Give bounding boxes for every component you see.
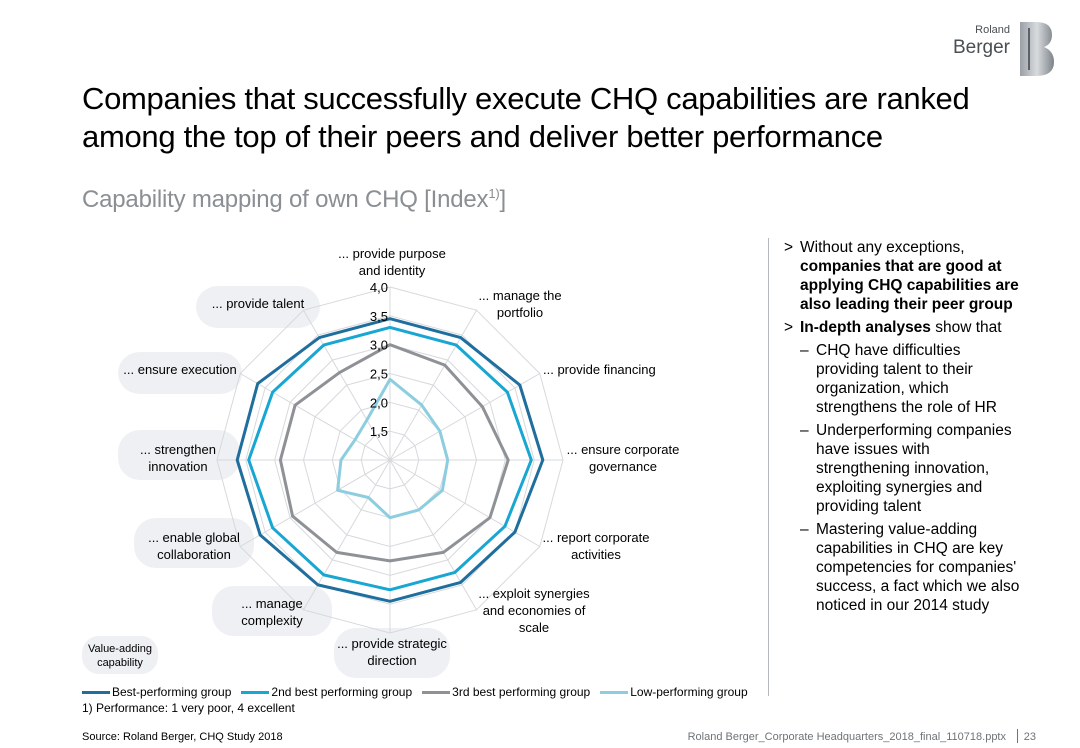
legend-swatch-3rd [422, 690, 451, 694]
bullet-1-bold: companies that are good at applying CHQ … [800, 258, 1019, 313]
column-divider [768, 238, 769, 696]
value-adding-bg-9 [118, 430, 240, 480]
tick-label-2: 2,5 [370, 367, 388, 382]
tick-label-1: 2,0 [370, 395, 388, 410]
tick-label-3: 3,0 [370, 338, 388, 353]
grid-spoke-2 [389, 373, 541, 461]
page-separator [1017, 729, 1018, 743]
sub-bullet-3-text: Mastering value-adding capabilities in C… [816, 521, 1020, 614]
tick-label-0: 1,5 [370, 424, 388, 439]
grid-spoke-8 [239, 459, 391, 547]
grid-spoke-4 [389, 459, 541, 547]
grid-spoke-1 [389, 309, 477, 461]
chart-legend: Best-performing group 2nd best performin… [82, 684, 758, 700]
bullet-2-bold: In-depth analyses [800, 319, 931, 336]
series-line-3 [336, 377, 450, 520]
logo-b-mark [1020, 22, 1054, 76]
category-label-9: ... strengthen innovation [140, 442, 216, 474]
value-adding-bg-11 [196, 286, 320, 328]
radar-tick-labels: 1,5 2,0 2,5 3,0 3,5 4,0 [370, 280, 388, 439]
category-label-6: ... provide strategic direction [337, 636, 447, 668]
dash-marker: – [800, 521, 809, 538]
logo-line-1: Roland [975, 24, 1010, 36]
category-label-7: ... manage complexity [241, 596, 303, 628]
category-label-10: ... ensure execution [123, 362, 236, 377]
legend-label-best: Best-performing group [112, 685, 232, 699]
bullet-marker: > [784, 319, 794, 336]
legend-label-2nd: 2nd best performing group [271, 685, 413, 699]
sub-bullet-2-text: Underperforming companies have issues wi… [816, 422, 1012, 515]
legend-label-low: Low-performing group [630, 685, 748, 699]
grid-spoke-5 [389, 459, 477, 611]
grid-spoke-11 [303, 309, 391, 461]
radar-grid [216, 286, 564, 634]
dash-marker: – [800, 342, 809, 359]
grid-spoke-10 [239, 373, 391, 461]
radar-chart: 1,5 2,0 2,5 3,0 3,5 4,0 ... provide purpose an… [82, 246, 679, 678]
subtitle-main: Capability mapping of own CHQ [Index [82, 186, 489, 213]
category-label-11: ... provide talent [212, 296, 305, 311]
category-label-4: ... report corporate activities [543, 530, 650, 562]
value-adding-bg-10 [118, 352, 242, 394]
logo-line-2: Berger [952, 37, 1010, 58]
sub-bullet-1-text: CHQ have difficulties providing talent t… [816, 342, 997, 416]
radar-category-labels: ... provide purpose and identity ... manag… [123, 246, 679, 668]
value-adding-bg-7 [212, 586, 332, 636]
dash-marker: – [800, 422, 809, 439]
tick-label-4: 3,5 [370, 309, 388, 324]
sub-bullet-2: – Underperforming companies have issues … [784, 421, 1024, 516]
radar-label-backgrounds [118, 286, 450, 678]
legend-item-best: Best-performing group [82, 684, 231, 700]
category-label-8: ... enable global collaboration [148, 530, 240, 562]
page-title: Companies that successfully execute CHQ … [82, 81, 970, 154]
source-note: Source: Roland Berger, CHQ Study 2018 [82, 731, 283, 743]
category-label-5: ... exploit synergies and economies of sca… [478, 586, 590, 635]
bullet-2: > In-depth analyses show that [784, 318, 1024, 337]
bullet-marker: > [784, 239, 794, 256]
subtitle-footnote-ref: 1) [488, 186, 500, 201]
category-label-0: ... provide purpose and identity [338, 246, 446, 278]
series-line-2 [278, 343, 510, 563]
legend-swatch-2nd [241, 690, 270, 694]
legend-swatch-best [82, 690, 110, 694]
radar-series [235, 317, 545, 603]
sub-bullet-1: – CHQ have difficulties providing talent… [784, 341, 1024, 417]
page-number: 23 [1023, 731, 1036, 743]
value-adding-bg-6 [334, 628, 450, 678]
value-adding-note-text: Value-adding capability [88, 643, 152, 669]
file-name: Roland Berger_Corporate Headquarters_201… [687, 731, 1006, 743]
legend-swatch-low [600, 690, 629, 694]
series-line-1 [247, 325, 533, 592]
value-adding-note-bg [82, 636, 158, 674]
bullet-1: > Without any exceptions, companies that… [784, 238, 1024, 314]
roland-berger-logo: Roland Berger [942, 22, 1054, 76]
value-adding-bg-8 [134, 518, 254, 568]
legend-item-2nd: 2nd best performing group [241, 684, 412, 700]
tick-label-5: 4,0 [370, 280, 388, 295]
bullet-2-text: show that [930, 319, 1002, 336]
legend-label-3rd: 3rd best performing group [452, 685, 591, 699]
key-findings: > Without any exceptions, companies that… [784, 238, 1024, 615]
legend-item-low: Low-performing group [600, 684, 748, 700]
series-line-0 [235, 317, 545, 603]
category-label-3: ... ensure corporate governance [567, 442, 680, 474]
legend-item-3rd: 3rd best performing group [422, 684, 590, 700]
value-adding-note: Value-adding capability [82, 636, 158, 674]
footnote: 1) Performance: 1 very poor, 4 excellent [82, 701, 295, 715]
category-label-2: ... provide financing [543, 362, 656, 377]
category-label-1: ... manage the portfolio [478, 288, 561, 320]
subtitle-end: ] [499, 186, 507, 213]
sub-bullet-3: – Mastering value-adding capabilities in… [784, 520, 1024, 615]
chart-subtitle: Capability mapping of own CHQ [Index1)] [82, 186, 506, 214]
bullet-1-text: Without any exceptions, [800, 239, 965, 256]
